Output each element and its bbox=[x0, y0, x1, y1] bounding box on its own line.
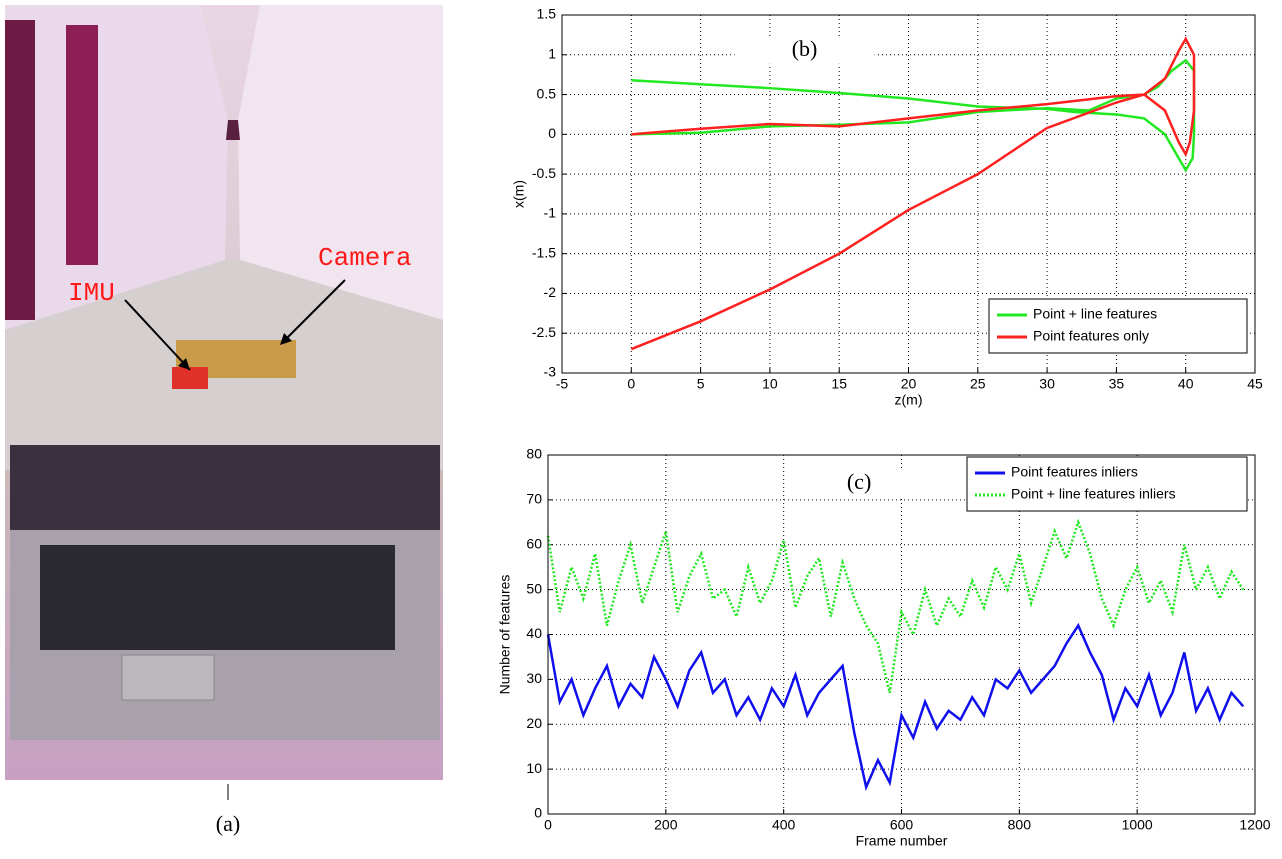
y-tick-label: 70 bbox=[526, 491, 542, 507]
annotation: (b) bbox=[792, 36, 818, 61]
photo-label: IMU bbox=[68, 278, 115, 308]
y-tick-label: 10 bbox=[526, 760, 542, 776]
legend-box bbox=[966, 456, 1248, 512]
x-tick-label: 15 bbox=[831, 376, 847, 392]
x-tick-label: 25 bbox=[970, 376, 986, 392]
x-tick-label: 0 bbox=[627, 376, 635, 392]
photo-label: Camera bbox=[318, 243, 412, 273]
x-tick-label: 20 bbox=[901, 376, 917, 392]
y-tick-label: 0 bbox=[548, 125, 556, 141]
y-tick-label: 40 bbox=[526, 625, 542, 641]
legend-box bbox=[988, 298, 1248, 354]
x-tick-label: 30 bbox=[1039, 376, 1055, 392]
x-tick-label: 0 bbox=[544, 817, 552, 833]
y-tick-label: 80 bbox=[526, 446, 542, 462]
arrowhead bbox=[178, 358, 190, 370]
y-tick-label: 30 bbox=[526, 670, 542, 686]
y-tick-label: -2.5 bbox=[532, 324, 556, 340]
x-axis-label: Frame number bbox=[856, 833, 948, 849]
legend-text: Point features inliers bbox=[1011, 464, 1138, 480]
y-axis-label: x(m) bbox=[511, 180, 527, 208]
y-tick-label: -0.5 bbox=[532, 165, 556, 181]
x-tick-label: 10 bbox=[762, 376, 778, 392]
data-line bbox=[546, 518, 1245, 694]
y-tick-label: 1 bbox=[548, 45, 556, 61]
y-tick-label: 60 bbox=[526, 535, 542, 551]
arrow bbox=[284, 279, 346, 341]
y-tick-label: -1.5 bbox=[532, 244, 556, 260]
x-tick-label: 1000 bbox=[1122, 817, 1153, 833]
y-tick-label: -1 bbox=[544, 205, 557, 221]
y-tick-label: 1.5 bbox=[537, 6, 557, 22]
annotation: (c) bbox=[847, 469, 871, 494]
y-tick-label: 0 bbox=[534, 805, 542, 821]
data-line bbox=[631, 58, 1196, 173]
keyboard bbox=[40, 545, 395, 650]
x-tick-label: 5 bbox=[697, 376, 705, 392]
touchpad bbox=[121, 654, 215, 701]
hall-end bbox=[226, 120, 240, 140]
chart: 0 200 400 600 800 1000 1200 0 10 20 30 40 50 60 70 80 Fr… bbox=[497, 446, 1271, 849]
arrow bbox=[124, 299, 191, 371]
laptop-screen bbox=[10, 445, 440, 530]
chart: -5 0 5 10 15 20 25 30 35 40 45 -3 -2.5 -2 -1.5 -1 -0.5 0 0… bbox=[511, 6, 1263, 408]
y-tick-label: 0.5 bbox=[537, 85, 557, 101]
door bbox=[5, 20, 35, 320]
x-axis-label: z(m) bbox=[895, 392, 923, 408]
door bbox=[66, 25, 98, 265]
photo: IMU Camera (a) bbox=[5, 5, 443, 836]
x-tick-label: 40 bbox=[1178, 376, 1194, 392]
x-tick-label: 35 bbox=[1109, 376, 1125, 392]
legend-text: Point features only bbox=[1033, 328, 1149, 344]
plot-frame bbox=[561, 14, 1256, 374]
right-wall bbox=[238, 5, 443, 320]
y-axis-label: Number of features bbox=[497, 575, 513, 695]
y-tick-label: 20 bbox=[526, 715, 542, 731]
arrowhead bbox=[280, 333, 292, 345]
x-tick-label: -5 bbox=[556, 376, 569, 392]
caption: (a) bbox=[216, 811, 240, 836]
x-tick-label: 1200 bbox=[1239, 817, 1270, 833]
imu-box bbox=[172, 367, 208, 389]
x-tick-label: 800 bbox=[1008, 817, 1032, 833]
plot-area bbox=[548, 455, 1255, 814]
left-wall bbox=[5, 5, 228, 330]
x-tick-label: 400 bbox=[772, 817, 796, 833]
x-tick-label: 600 bbox=[890, 817, 914, 833]
y-tick-label: -3 bbox=[544, 364, 557, 380]
x-tick-label: 200 bbox=[654, 817, 678, 833]
y-tick-label: 50 bbox=[526, 580, 542, 596]
legend-text: Point + line features bbox=[1033, 306, 1157, 322]
data-line bbox=[630, 36, 1196, 351]
plot-frame bbox=[547, 454, 1256, 815]
y-tick-label: -2 bbox=[544, 284, 557, 300]
x-tick-label: 45 bbox=[1247, 376, 1263, 392]
data-line bbox=[546, 622, 1245, 792]
legend-text: Point + line features inliers bbox=[1011, 486, 1176, 502]
